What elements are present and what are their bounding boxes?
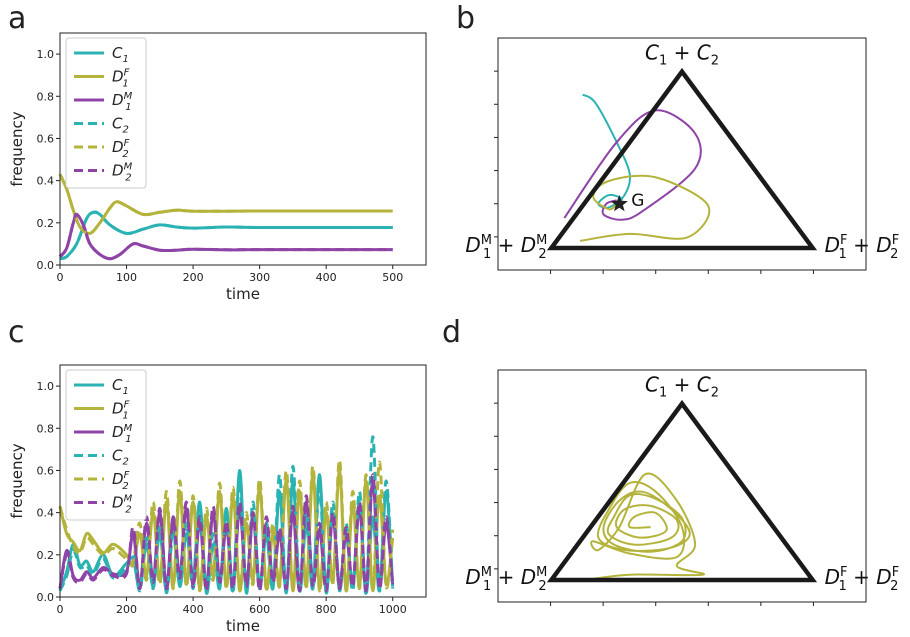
panel-b-ternary: C1 + C2 DM 1 + DM 2 DF 1 + DF 2 G [465, 37, 899, 274]
panel-letter-b: b [456, 1, 475, 36]
legend-entry-D2F: DF 2 [112, 470, 130, 492]
legend-box [65, 37, 147, 189]
panel-b-vertex-labels: C1 + C2 DM 1 + DM 2 DF 1 + DF 2 G [465, 41, 899, 262]
series-line-D1M [58, 212, 393, 261]
legend-entry-D2M: DM 2 [112, 494, 133, 516]
panel-c-frame [59, 364, 427, 598]
panel-a-xlabel: time [226, 285, 260, 303]
y-tick-label: 0.0 [37, 259, 55, 272]
vertex-label-left: DM 1 + DM 2 [465, 565, 547, 594]
panel-b-ticks [494, 70, 814, 274]
panel-c-xlabel: time [226, 617, 260, 635]
panel-b-trajectories [563, 93, 711, 242]
x-tick-label: 300 [249, 271, 270, 284]
panel-d-trajectories [585, 472, 706, 581]
panel-d-triangle [546, 399, 818, 583]
vertex-label-right: DF 1 + DF 2 [825, 233, 900, 262]
panel-letter-c: c [8, 315, 25, 350]
x-tick-label: 200 [116, 603, 137, 616]
panel-c-timeseries: 0 200 400 600 800 1000 0.0 0.2 0.4 0.6 0.8 1.0 time… [8, 364, 427, 635]
y-tick-label: 0.8 [37, 422, 55, 435]
panel-c-ticks: 0 200 400 600 800 1000 0.0 0.2 0.4 0.6 0.8 1.0 [37, 380, 407, 616]
series-line-D2F [58, 173, 393, 235]
y-tick-label: 1.0 [37, 380, 55, 393]
panel-d-frame [497, 369, 867, 603]
legend-entry-D1F: DF 1 [112, 68, 130, 90]
x-tick-label: 100 [116, 271, 137, 284]
trajectory-DM [563, 109, 702, 221]
y-tick-label: 0.8 [37, 90, 55, 103]
x-tick-label: 600 [249, 603, 270, 616]
panel-a-ticks: 0 100 200 300 400 500 0.0 0.2 0.4 0.6 0.8 1.0 [37, 48, 404, 284]
panel-a-ylabel: frequency [8, 111, 26, 186]
x-tick-label: 400 [183, 603, 204, 616]
panel-b-triangle [546, 67, 818, 251]
legend-entry-C1: C1 [112, 44, 129, 65]
legend-entry-D2F: DF 2 [112, 138, 130, 160]
y-tick-label: 0.0 [37, 591, 55, 604]
panel-c-legend: C1 DF 1DM 1C2 DF 2 DM 2 [65, 369, 147, 521]
legend-entry-C2: C2 [112, 115, 129, 136]
panel-letter-a: a [8, 1, 26, 36]
series-line-C1 [59, 210, 393, 261]
x-tick-label: 800 [316, 603, 337, 616]
y-tick-label: 1.0 [37, 48, 55, 61]
trajectory-DF [579, 174, 711, 242]
panel-letter-d: d [442, 315, 461, 350]
panel-a-legend: C1 DF 1DM 1C2 DF 2 DM 2 [65, 37, 147, 189]
vertex-label-top: C1 + C2 [645, 373, 719, 401]
panel-d-ticks [494, 402, 814, 606]
y-tick-label: 0.2 [37, 549, 55, 562]
vertex-label-left: DM 1 + DM 2 [465, 233, 547, 262]
legend-entry-D1M: DM 1 [112, 91, 133, 113]
panel-c-ylabel: frequency [8, 443, 26, 518]
equilibrium-star-icon [610, 194, 628, 212]
y-tick-label: 0.4 [37, 175, 55, 188]
x-tick-label: 1000 [379, 603, 407, 616]
x-tick-label: 500 [382, 271, 403, 284]
equilibrium-label: G [631, 191, 644, 211]
legend-entry-D1M: DM 1 [112, 423, 133, 445]
vertex-label-top: C1 + C2 [645, 41, 719, 69]
legend-entry-D2M: DM 2 [112, 162, 133, 184]
panel-b-frame [497, 37, 867, 271]
vertex-label-right: DF 1 + DF 2 [825, 565, 900, 594]
series-line-D2M [58, 212, 393, 261]
legend-entry-C2: C2 [112, 447, 129, 468]
panel-c-series [58, 435, 395, 595]
x-tick-label: 0 [57, 603, 64, 616]
y-tick-label: 0.2 [37, 217, 55, 230]
legend-box [65, 369, 147, 521]
panel-a-series [58, 173, 393, 261]
panel-d-vertex-labels: C1 + C2 DM 1 + DM 2 DF 1 + DF 2 [465, 373, 899, 594]
y-tick-label: 0.4 [37, 507, 55, 520]
series-line-C2 [59, 210, 393, 261]
x-tick-label: 400 [316, 271, 337, 284]
panel-a-frame [59, 32, 427, 266]
series-line-D2M [58, 473, 395, 593]
legend-entry-D1F: DF 1 [112, 400, 130, 422]
x-tick-label: 200 [183, 271, 204, 284]
y-tick-label: 0.6 [37, 464, 55, 477]
y-tick-label: 0.6 [37, 132, 55, 145]
legend-entry-C1: C1 [112, 376, 129, 397]
x-tick-label: 0 [57, 271, 64, 284]
panel-d-ternary: C1 + C2 DM 1 + DM 2 DF 1 + DF 2 [465, 369, 899, 606]
trajectory-DF [585, 472, 706, 581]
